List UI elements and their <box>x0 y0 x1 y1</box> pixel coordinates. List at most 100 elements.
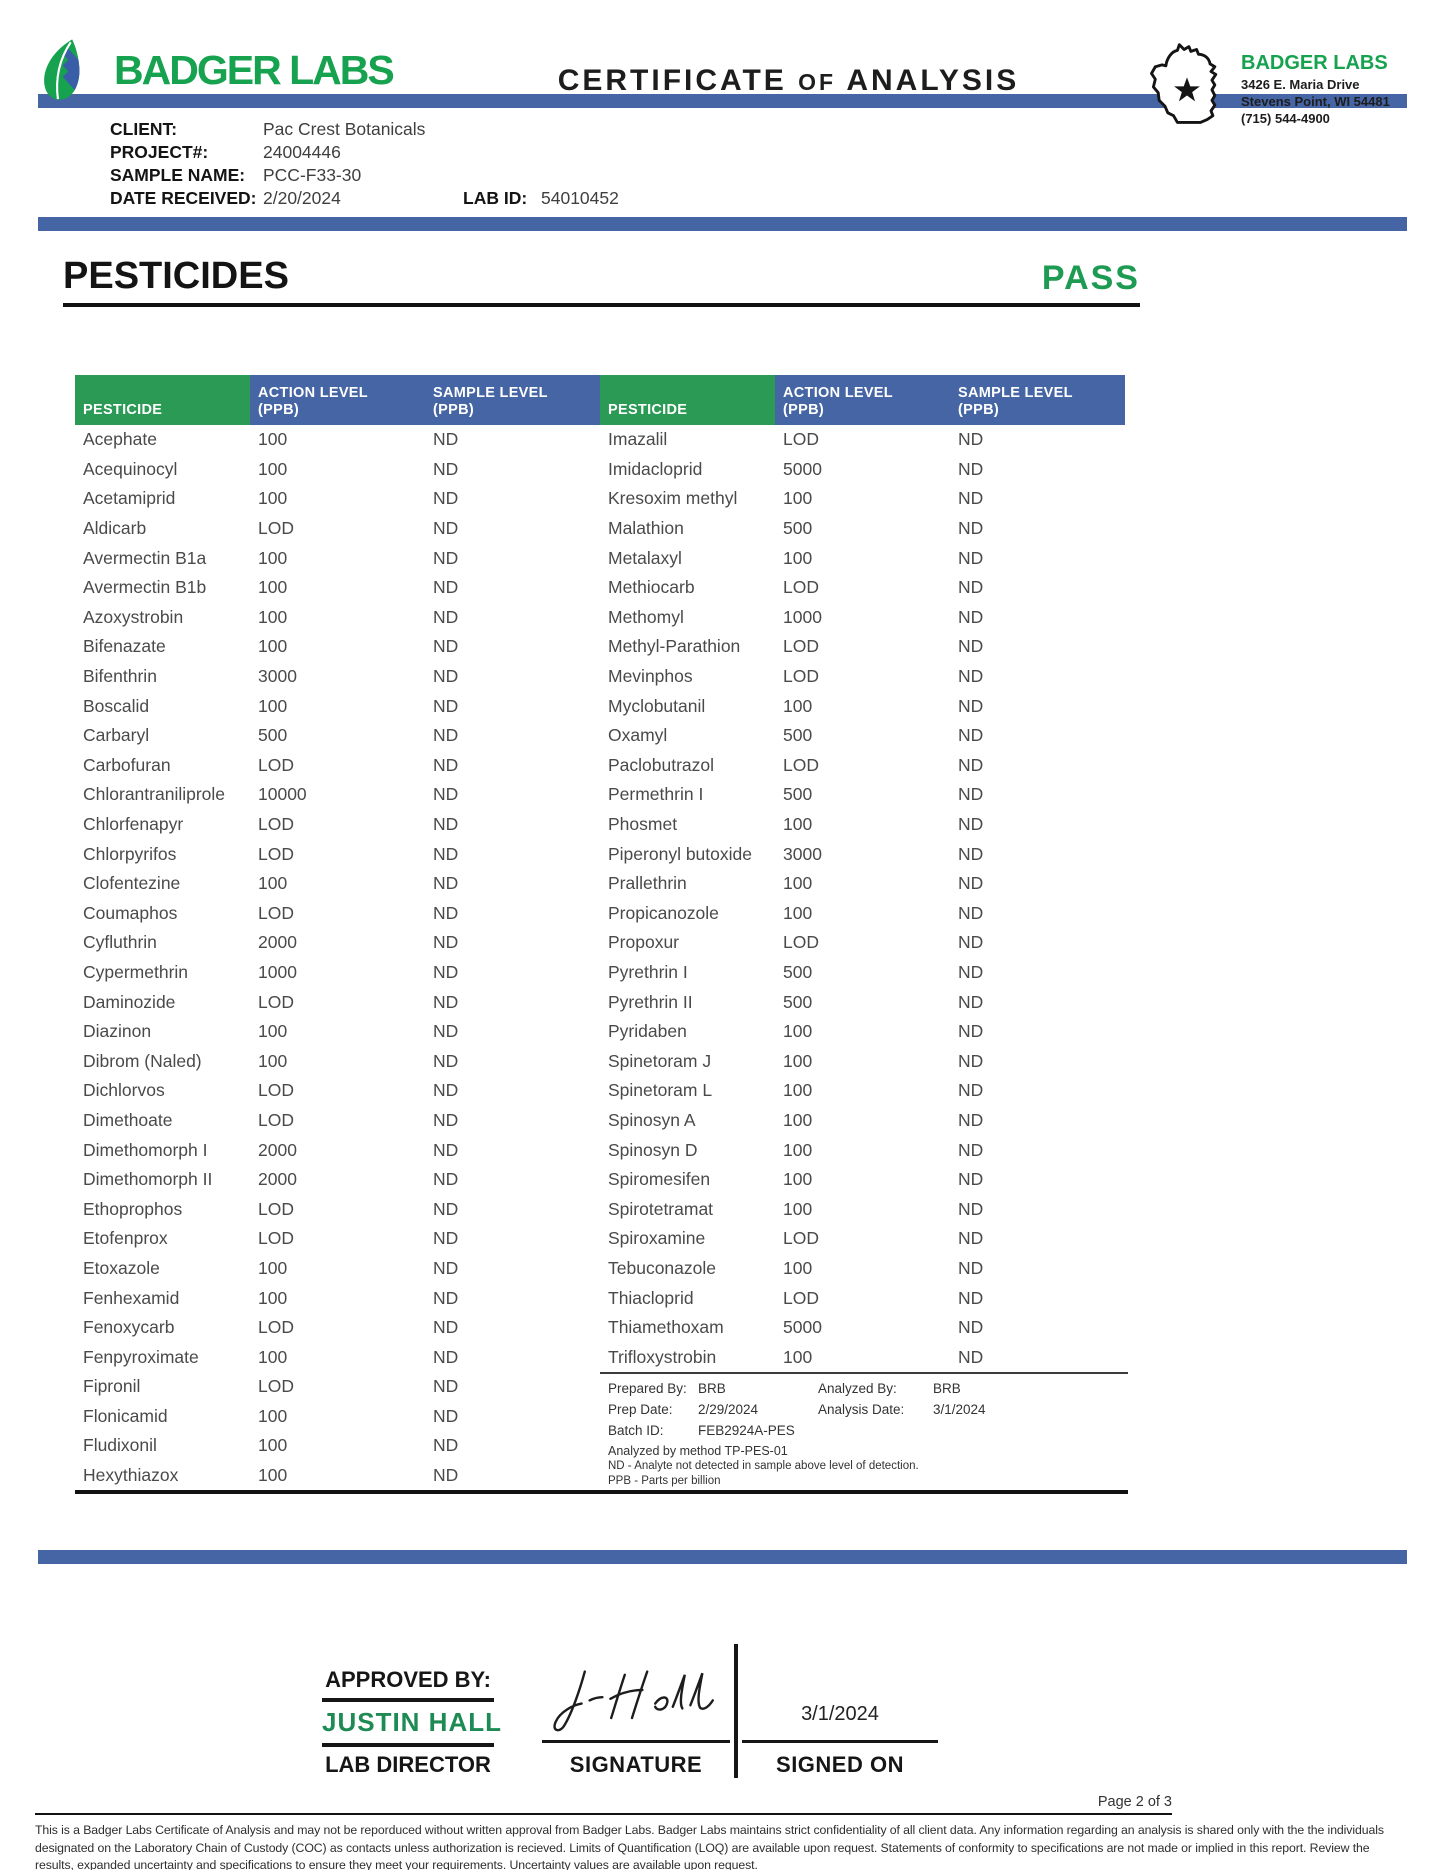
col-header-action-level: ACTION LEVEL (PPB) <box>250 375 425 425</box>
cell-action: LOD <box>258 1198 294 1219</box>
spacer <box>818 1423 933 1438</box>
cell-name: Boscalid <box>83 695 150 716</box>
cell-sample: ND <box>958 784 984 805</box>
table-row: Fipronil LOD ND <box>75 1372 600 1402</box>
table-row: Propoxur LOD ND <box>600 928 1128 958</box>
cell-sample: ND <box>433 1257 459 1278</box>
cell-action: 2000 <box>258 1169 297 1190</box>
pesticide-table: PESTICIDE ACTION LEVEL (PPB) SAMPLE LEVE… <box>75 375 1128 1495</box>
table-row: Coumaphos LOD ND <box>75 899 600 929</box>
cell-action: LOD <box>258 1317 294 1338</box>
cell-action: 100 <box>258 1465 288 1486</box>
cell-action: 500 <box>783 991 813 1012</box>
table-row: Permethrin I 500 ND <box>600 780 1128 810</box>
table-row: Azoxystrobin 100 ND <box>75 603 600 633</box>
table-row: Chlorpyrifos LOD ND <box>75 839 600 869</box>
table-row: Carbaryl 500 ND <box>75 721 600 751</box>
cell-action: 100 <box>258 488 288 509</box>
cell-sample: ND <box>958 873 984 894</box>
cell-sample: ND <box>958 429 984 450</box>
cell-action: 100 <box>258 606 288 627</box>
table-row: Fenpyroximate 100 ND <box>75 1342 600 1372</box>
cell-action: 100 <box>258 1405 288 1426</box>
cell-action: 1000 <box>783 606 822 627</box>
table-row: Hexythiazox 100 ND <box>75 1461 600 1491</box>
table-row: Trifloxystrobin 100 ND <box>600 1342 1128 1372</box>
sample-name-value: PCC-F33-30 <box>263 165 362 185</box>
col-header-sample-level: SAMPLE LEVEL (PPB) <box>950 375 1125 425</box>
col-header-text: SAMPLE LEVEL <box>433 384 548 401</box>
table-row: Paclobutrazol LOD ND <box>600 751 1128 781</box>
table-row: Diazinon 100 ND <box>75 1017 600 1047</box>
cell-action: LOD <box>783 429 819 450</box>
table-row: Oxamyl 500 ND <box>600 721 1128 751</box>
cell-action: LOD <box>258 754 294 775</box>
certificate-title: CERTIFICATE OF ANALYSIS <box>438 64 1139 98</box>
table-row: Daminozide LOD ND <box>75 987 600 1017</box>
blue-divider-second <box>38 217 1407 231</box>
cell-sample: ND <box>433 725 459 746</box>
approval-section: APPROVED BY: JUSTIN HALL LAB DIRECTOR <box>322 1644 1445 1779</box>
col-header-sample-level: SAMPLE LEVEL (PPB) <box>425 375 600 425</box>
signature-block: SIGNATURE <box>542 1657 730 1778</box>
cell-sample: ND <box>433 902 459 923</box>
client-row: CLIENT: Pac Crest Botanicals <box>110 118 1445 141</box>
table-group-right: PESTICIDE ACTION LEVEL (PPB) SAMPLE LEVE… <box>600 375 1128 1490</box>
table-row: Cyfluthrin 2000 ND <box>75 928 600 958</box>
cell-action: 100 <box>783 695 813 716</box>
cell-action: 100 <box>783 902 813 923</box>
cell-sample: ND <box>433 873 459 894</box>
table-row: Boscalid 100 ND <box>75 691 600 721</box>
cell-sample: ND <box>433 488 459 509</box>
cell-sample: ND <box>958 1346 984 1367</box>
cell-name: Aldicarb <box>83 518 147 539</box>
cell-sample: ND <box>433 814 459 835</box>
cell-name: Thiamethoxam <box>608 1317 724 1338</box>
table-body-right: Imazalil LOD ND Imidacloprid 5000 ND Kresoxim … <box>600 425 1128 1372</box>
table-row: Cypermethrin 1000 ND <box>75 958 600 988</box>
cell-sample: ND <box>433 784 459 805</box>
table-row: Dimethomorph I 2000 ND <box>75 1135 600 1165</box>
cell-name: Thiacloprid <box>608 1287 694 1308</box>
cell-sample: ND <box>958 1139 984 1160</box>
brand-wordmark: BADGER LABS <box>114 46 395 93</box>
table-row: Acequinocyl 100 ND <box>75 455 600 485</box>
cell-action: 100 <box>783 547 813 568</box>
cell-name: Prallethrin <box>608 873 687 894</box>
cell-action: 500 <box>783 784 813 805</box>
section-rule <box>63 303 1140 307</box>
col-header-text: (PPB) <box>783 401 824 418</box>
cell-name: Dimethoate <box>83 1109 173 1130</box>
table-row: Clofentezine 100 ND <box>75 869 600 899</box>
table-row: Carbofuran LOD ND <box>75 751 600 781</box>
cell-name: Propoxur <box>608 932 680 953</box>
cell-sample: ND <box>433 991 459 1012</box>
cell-name: Acetamiprid <box>83 488 176 509</box>
lab-address-line2: Stevens Point, WI 54481 <box>1241 93 1390 109</box>
table-row: Methyl-Parathion LOD ND <box>600 632 1128 662</box>
nd-note: ND - Analyte not detected in sample abov… <box>608 1460 919 1473</box>
table-row: Tebuconazole 100 ND <box>600 1254 1128 1284</box>
cell-action: LOD <box>258 1376 294 1397</box>
cell-sample: ND <box>958 1169 984 1190</box>
cell-name: Carbaryl <box>83 725 150 746</box>
table-row: Piperonyl butoxide 3000 ND <box>600 839 1128 869</box>
table-row: Ethoprophos LOD ND <box>75 1194 600 1224</box>
analysis-date-value: 3/1/2024 <box>933 1402 986 1417</box>
cell-sample: ND <box>433 1198 459 1219</box>
table-row: Etofenprox LOD ND <box>75 1224 600 1254</box>
table-row: Etoxazole 100 ND <box>75 1254 600 1284</box>
approved-by-label: APPROVED BY: <box>325 1667 491 1693</box>
cell-action: LOD <box>258 843 294 864</box>
blue-divider-bottom <box>38 1550 1407 1565</box>
analyzed-by-value: BRB <box>933 1381 961 1396</box>
analysis-date-label: Analysis Date: <box>818 1402 905 1417</box>
cell-action: 100 <box>258 1435 288 1456</box>
star-icon <box>1174 77 1200 102</box>
table-row: Dimethoate LOD ND <box>75 1106 600 1136</box>
cell-sample: ND <box>433 1139 459 1160</box>
cell-action: LOD <box>258 991 294 1012</box>
cell-action: 100 <box>258 695 288 716</box>
cell-name: Cyfluthrin <box>83 932 157 953</box>
table-row: Avermectin B1a 100 ND <box>75 543 600 573</box>
